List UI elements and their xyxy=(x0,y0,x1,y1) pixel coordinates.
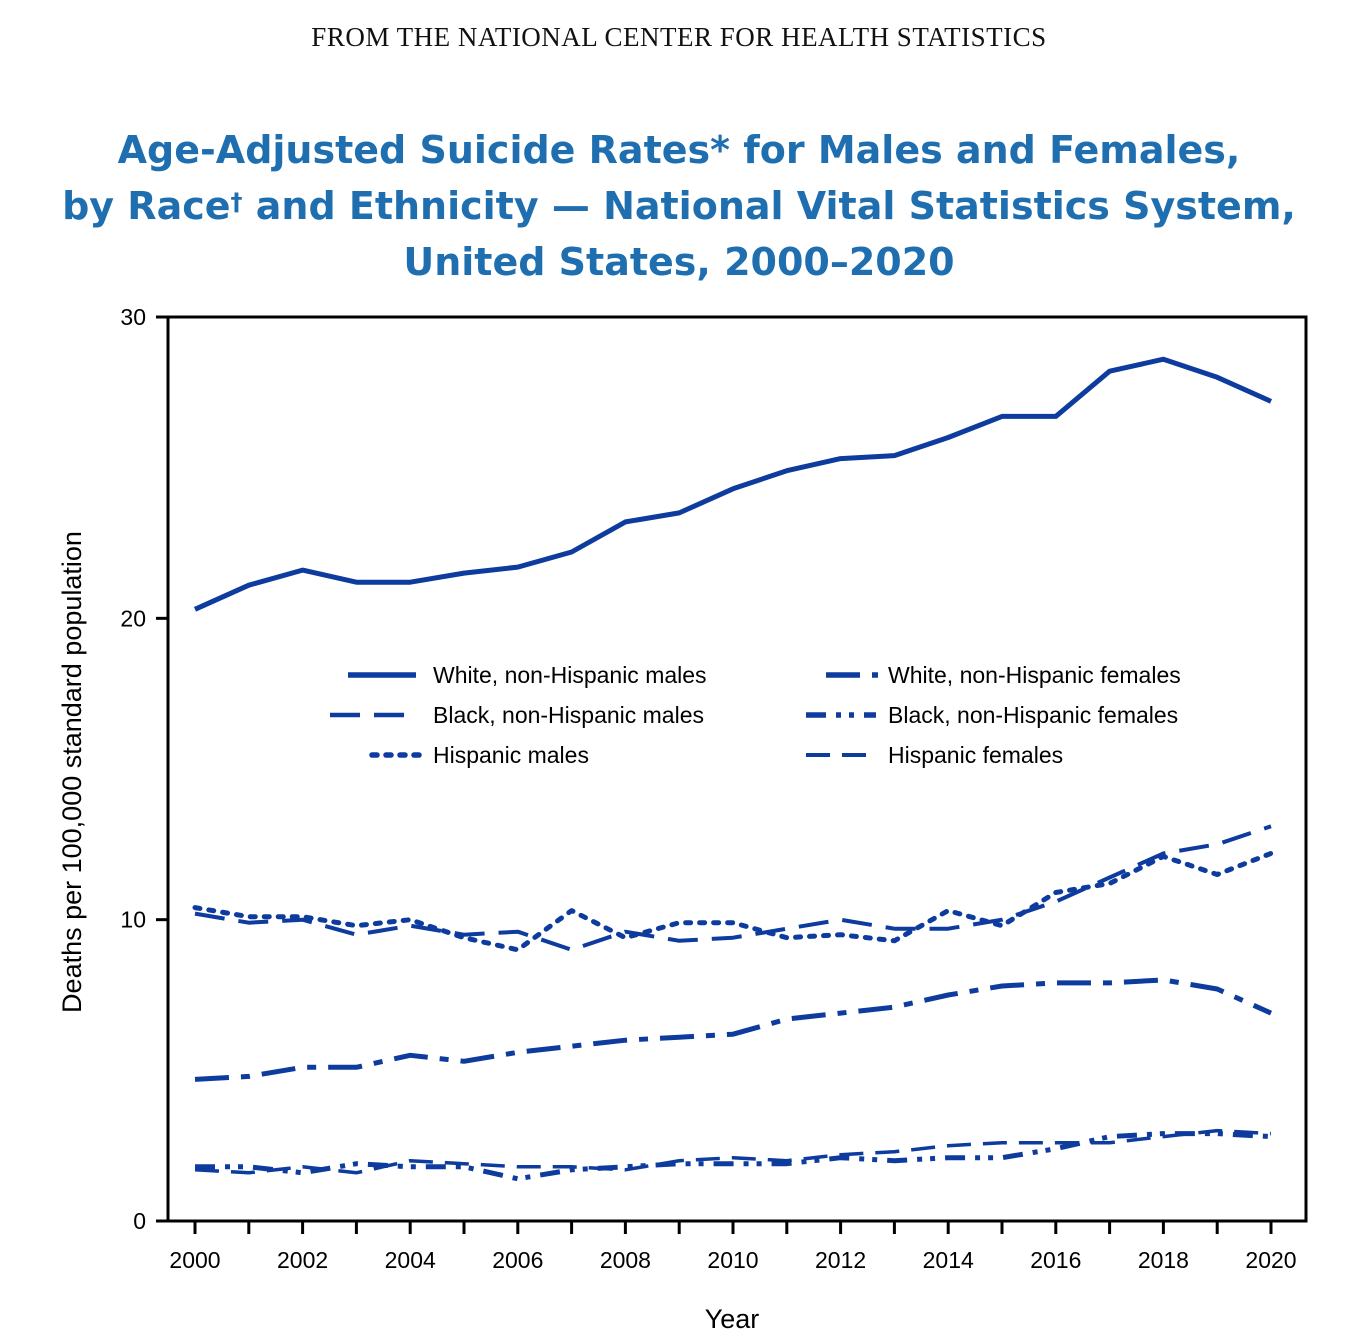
series-line-4 xyxy=(195,1131,1272,1182)
series-line-5 xyxy=(192,850,1274,953)
x-tick-label-2006: 2006 xyxy=(492,1247,543,1273)
chart-title: Age-Adjusted Suicide Rates* for Males an… xyxy=(0,122,1358,290)
series-line-2 xyxy=(194,977,1273,1082)
legend-label-3: Black, non-Hispanic males xyxy=(433,702,704,728)
legend-label-5: Hispanic males xyxy=(433,742,589,768)
x-tick-label-2000: 2000 xyxy=(169,1247,220,1273)
y-tick-label-20: 20 xyxy=(120,605,146,631)
x-tick-label-2018: 2018 xyxy=(1138,1247,1189,1273)
series-line-3 xyxy=(194,824,1272,952)
x-tick-label-2008: 2008 xyxy=(600,1247,651,1273)
legend-label-4: Black, non-Hispanic females xyxy=(888,702,1178,728)
x-tick-label-2012: 2012 xyxy=(815,1247,866,1273)
source-header: FROM THE NATIONAL CENTER FOR HEALTH STAT… xyxy=(311,22,1047,52)
title-line-2a: by Race xyxy=(62,184,231,228)
series-line-6 xyxy=(194,1128,1272,1175)
x-tick-label-2016: 2016 xyxy=(1030,1247,1081,1273)
series-line-1 xyxy=(193,356,1273,612)
x-tick-label-2014: 2014 xyxy=(923,1247,974,1273)
legend-label-2: White, non-Hispanic females xyxy=(888,662,1181,688)
title-line-2: by Race† and Ethnicity — National Vital … xyxy=(0,178,1358,234)
x-tick-label-2002: 2002 xyxy=(277,1247,328,1273)
x-tick-label-2010: 2010 xyxy=(707,1247,758,1273)
title-line-1: Age-Adjusted Suicide Rates* for Males an… xyxy=(117,128,1241,172)
x-axis-label: Year xyxy=(705,1304,760,1334)
dagger-mark: † xyxy=(230,188,243,216)
y-tick-label-10: 10 xyxy=(120,907,146,933)
y-tick-label-30: 30 xyxy=(120,304,146,330)
y-tick-label-0: 0 xyxy=(133,1208,146,1234)
x-tick-label-2004: 2004 xyxy=(385,1247,436,1273)
y-axis-label: Deaths per 100,000 standard population xyxy=(57,531,87,1013)
plot-frame xyxy=(166,315,1308,1223)
legend-label-1: White, non-Hispanic males xyxy=(433,662,707,688)
legend-label-6: Hispanic females xyxy=(888,742,1063,768)
x-tick-label-2020: 2020 xyxy=(1245,1247,1296,1273)
title-line-2b: and Ethnicity — National Vital Statistic… xyxy=(242,184,1296,228)
title-line-3: United States, 2000–2020 xyxy=(403,240,955,284)
